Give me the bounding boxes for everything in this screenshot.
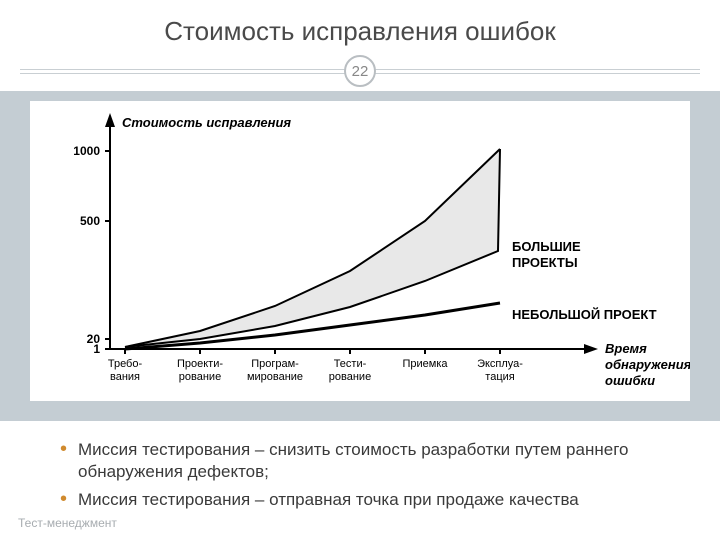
svg-text:БОЛЬШИЕ: БОЛЬШИЕ bbox=[512, 239, 581, 254]
svg-text:НЕБОЛЬШОЙ ПРОЕКТ: НЕБОЛЬШОЙ ПРОЕКТ bbox=[512, 307, 657, 322]
svg-text:тация: тация bbox=[485, 371, 514, 383]
svg-text:рование: рование bbox=[179, 371, 221, 383]
svg-text:1000: 1000 bbox=[73, 144, 100, 158]
footer-text: Тест-менеджмент bbox=[18, 516, 117, 530]
svg-text:500: 500 bbox=[80, 214, 100, 228]
svg-text:обнаружения: обнаружения bbox=[605, 357, 690, 372]
title-divider: 22 bbox=[0, 55, 720, 87]
bullet-text: Миссия тестирования – отправная точка пр… bbox=[78, 490, 579, 509]
slide: Стоимость исправления ошибок 22 12050010… bbox=[0, 0, 720, 540]
cost-chart: 1205001000Стоимость исправленияТребо-ван… bbox=[30, 101, 690, 401]
bullet-item: Миссия тестирования – отправная точка пр… bbox=[60, 489, 680, 511]
bullet-list: Миссия тестирования – снизить стоимость … bbox=[0, 421, 720, 510]
title-area: Стоимость исправления ошибок bbox=[0, 0, 720, 53]
svg-text:Проекти-: Проекти- bbox=[177, 358, 223, 370]
bullet-text: Миссия тестирования – снизить стоимость … bbox=[78, 440, 628, 481]
svg-text:Время: Время bbox=[605, 341, 647, 356]
svg-text:ошибки: ошибки bbox=[605, 373, 655, 388]
svg-text:вания: вания bbox=[110, 371, 140, 383]
svg-text:Тести-: Тести- bbox=[334, 358, 367, 370]
svg-text:Эксплуа-: Эксплуа- bbox=[477, 358, 523, 370]
bullet-item: Миссия тестирования – снизить стоимость … bbox=[60, 439, 680, 483]
slide-number-badge: 22 bbox=[344, 55, 376, 87]
svg-text:20: 20 bbox=[87, 332, 101, 346]
slide-title: Стоимость исправления ошибок bbox=[0, 16, 720, 47]
chart-band: 1205001000Стоимость исправленияТребо-ван… bbox=[0, 91, 720, 421]
svg-text:Требо-: Требо- bbox=[108, 358, 143, 370]
chart-panel: 1205001000Стоимость исправленияТребо-ван… bbox=[30, 101, 690, 401]
svg-text:рование: рование bbox=[329, 371, 371, 383]
svg-text:Приемка: Приемка bbox=[402, 358, 448, 370]
svg-text:Стоимость исправления: Стоимость исправления bbox=[122, 115, 291, 130]
svg-text:ПРОЕКТЫ: ПРОЕКТЫ bbox=[512, 255, 578, 270]
svg-text:Програм-: Програм- bbox=[251, 358, 299, 370]
svg-text:мирование: мирование bbox=[247, 371, 303, 383]
